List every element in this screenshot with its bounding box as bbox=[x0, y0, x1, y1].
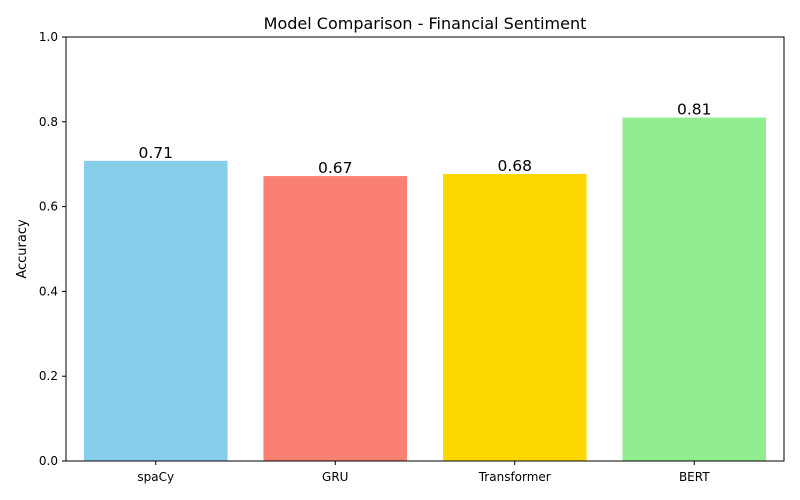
y-tick-label: 0.0 bbox=[39, 454, 58, 468]
bars-layer bbox=[83, 117, 767, 461]
x-tick-label-transformer: Transformer bbox=[478, 470, 551, 484]
x-tick-label-spacy: spaCy bbox=[137, 470, 174, 484]
y-tick-label: 0.8 bbox=[39, 115, 58, 129]
chart-title: Model Comparison - Financial Sentiment bbox=[264, 14, 587, 33]
y-axis-label: Accuracy bbox=[15, 219, 30, 279]
plot-frame bbox=[65, 36, 785, 462]
y-tick-label: 0.6 bbox=[39, 200, 58, 214]
data-label-bert: 0.81 bbox=[677, 101, 712, 119]
x-axis: spaCy GRU Transformer BERT bbox=[137, 461, 710, 484]
bar-bert bbox=[622, 117, 767, 461]
data-label-gru: 0.67 bbox=[318, 159, 353, 177]
bar-gru bbox=[263, 176, 408, 461]
y-axis: 0.0 0.2 0.4 0.6 0.8 1.0 bbox=[39, 30, 66, 468]
data-labels-layer: 0.71 0.67 0.68 0.81 bbox=[138, 101, 711, 178]
data-label-transformer: 0.68 bbox=[497, 157, 532, 175]
y-tick-label: 0.4 bbox=[39, 284, 58, 298]
y-tick-label: 0.2 bbox=[39, 369, 58, 383]
bar-transformer bbox=[442, 173, 587, 461]
bar-spacy bbox=[83, 160, 228, 461]
x-tick-label-gru: GRU bbox=[322, 470, 348, 484]
x-tick-label-bert: BERT bbox=[679, 470, 710, 484]
data-label-spacy: 0.71 bbox=[138, 144, 173, 162]
y-tick-label: 1.0 bbox=[39, 30, 58, 44]
